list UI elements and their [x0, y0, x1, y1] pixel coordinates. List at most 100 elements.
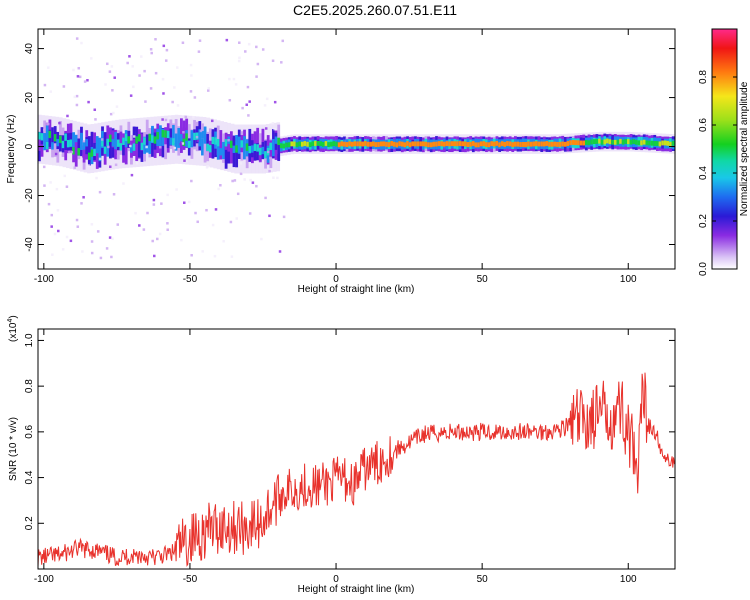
spectrogram-noise-speck: [217, 187, 220, 191]
spectrogram-cell: [109, 134, 112, 142]
spectrogram-cell: [72, 147, 75, 155]
spectrogram-cell: [437, 141, 441, 147]
spectrogram-noise-speck: [107, 145, 110, 149]
spectrogram-cell: [495, 140, 499, 146]
spectrogram-cell: [595, 138, 599, 144]
snr-xtick-label: -50: [183, 574, 198, 585]
spectrogram-noise-speck: [205, 208, 208, 212]
spectrogram-noise-speck: [179, 143, 182, 146]
spectrogram-cell: [216, 142, 220, 160]
spectrogram-cell: [621, 139, 625, 145]
spectrogram-cell: [571, 139, 575, 145]
spectrogram-cell: [479, 141, 483, 147]
spectrogram-noise-speck: [247, 114, 250, 117]
spectrogram-cell: [53, 134, 57, 142]
spectrogram-noise-speck: [77, 66, 81, 70]
spectrogram-cell: [327, 142, 331, 148]
colorbar-label: Normalized spectral amplitude: [739, 81, 750, 216]
spectrogram-cell: [490, 141, 494, 147]
spectrogram-cell: [458, 141, 462, 147]
spectrogram-cell: [574, 140, 578, 146]
spectrogram-cell: [137, 140, 141, 158]
spectrogram-cell: [224, 139, 228, 147]
spectrogram-noise-speck: [81, 155, 85, 158]
spectrogram-cell: [180, 134, 183, 142]
spectrogram-cell: [187, 140, 191, 148]
colorbar-tick-label: 0.6: [698, 118, 709, 132]
spectrogram-noise-speck: [116, 223, 120, 226]
spectrogram-noise-speck: [219, 184, 222, 187]
snr-xtick-label: 50: [477, 574, 489, 585]
spectrogram-cell: [453, 141, 457, 147]
spectrogram-cell: [172, 138, 175, 146]
spectrogram-cell: [558, 141, 562, 147]
spectrogram-cell: [143, 137, 146, 145]
spectrogram-cell: [642, 139, 646, 145]
spectrogram-noise-speck: [201, 250, 204, 253]
spectrogram-cell: [103, 146, 107, 154]
spectrogram-noise-speck: [222, 240, 225, 243]
spectrogram-xtick-label: 50: [477, 274, 489, 285]
spectrogram-cell: [158, 125, 162, 143]
spectrogram-cell: [661, 140, 665, 146]
spectrogram-cell: [663, 140, 667, 146]
spectrogram-cell: [303, 141, 307, 146]
snr-xtick-label: 100: [620, 574, 637, 585]
spectrogram-noise-speck: [183, 159, 186, 162]
spectrogram-noise-speck: [90, 57, 93, 60]
spectrogram-cell: [85, 139, 89, 147]
spectrogram-noise-speck: [197, 50, 201, 53]
spectrogram-noise-speck: [196, 139, 200, 143]
spectrogram-noise-speck: [158, 232, 162, 236]
spectrogram-noise-speck: [99, 256, 103, 260]
spectrogram-noise-speck: [273, 100, 277, 104]
spectrogram-cell: [671, 140, 675, 146]
spectrogram-noise-speck: [251, 181, 255, 184]
spectrogram-cell: [256, 127, 260, 158]
spectrogram-noise-speck: [108, 70, 112, 73]
spectrogram-cell: [477, 142, 480, 148]
spectrogram-cell: [308, 142, 312, 148]
spectrogram-cell: [521, 142, 525, 147]
spectrogram-cell: [98, 144, 102, 162]
spectrogram-cell: [151, 135, 154, 143]
spectrogram-cell: [293, 141, 296, 147]
spectrogram-cell: [74, 134, 78, 143]
spectrogram-cell: [421, 141, 425, 147]
spectrogram-noise-speck: [109, 165, 112, 169]
colorbar-gradient: [711, 28, 738, 270]
spectrogram-cell: [435, 141, 438, 147]
spectrogram-noise-speck: [238, 56, 241, 60]
spectrogram-cell: [119, 131, 123, 149]
spectrogram-cell: [111, 130, 115, 148]
spectrogram-noise-speck: [43, 83, 47, 87]
snr-ytick-label: 0.8: [24, 379, 35, 393]
spectrogram-noise-speck: [181, 142, 185, 145]
spectrogram-cell: [424, 141, 428, 147]
spectrogram-noise-speck: [269, 156, 272, 160]
snr-xtick-label: 0: [333, 574, 339, 585]
spectrogram-noise-speck: [185, 160, 188, 163]
snr-x-ticks: -100 -50 0 50 100: [34, 329, 637, 585]
spectrogram-cell: [343, 141, 346, 147]
spectrogram-cell: [177, 127, 181, 146]
spectrogram-cell: [180, 118, 183, 148]
colorbar-tick-label: 0.2: [698, 214, 709, 228]
spectrogram-cell: [485, 142, 488, 148]
spectrogram-cell: [219, 136, 223, 155]
spectrogram-cell: [77, 148, 81, 156]
spectrogram-noise-speck: [210, 119, 214, 123]
spectrogram-cell: [316, 140, 320, 146]
spectrogram-cell: [166, 130, 170, 148]
spectrogram-noise-speck: [104, 83, 107, 86]
spectrogram-cell: [527, 141, 530, 147]
spectrogram-cell: [606, 138, 609, 144]
spectrogram-cell: [277, 137, 281, 146]
spectrogram-noise-speck: [175, 188, 178, 191]
spectrogram-ytick-label: 0: [24, 143, 35, 149]
spectrogram-cell: [98, 137, 102, 146]
spectrogram-noise-speck: [213, 254, 217, 258]
spectrogram-noise-speck: [62, 85, 66, 88]
spectrogram-noise-speck: [211, 223, 215, 227]
spectrogram-cell: [190, 132, 194, 140]
